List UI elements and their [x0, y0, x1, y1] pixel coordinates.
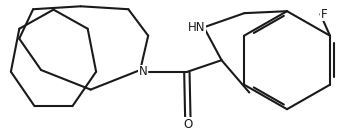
- Text: HN: HN: [188, 21, 205, 34]
- Text: F: F: [320, 8, 327, 21]
- Text: N: N: [139, 66, 147, 78]
- Text: O: O: [183, 118, 193, 131]
